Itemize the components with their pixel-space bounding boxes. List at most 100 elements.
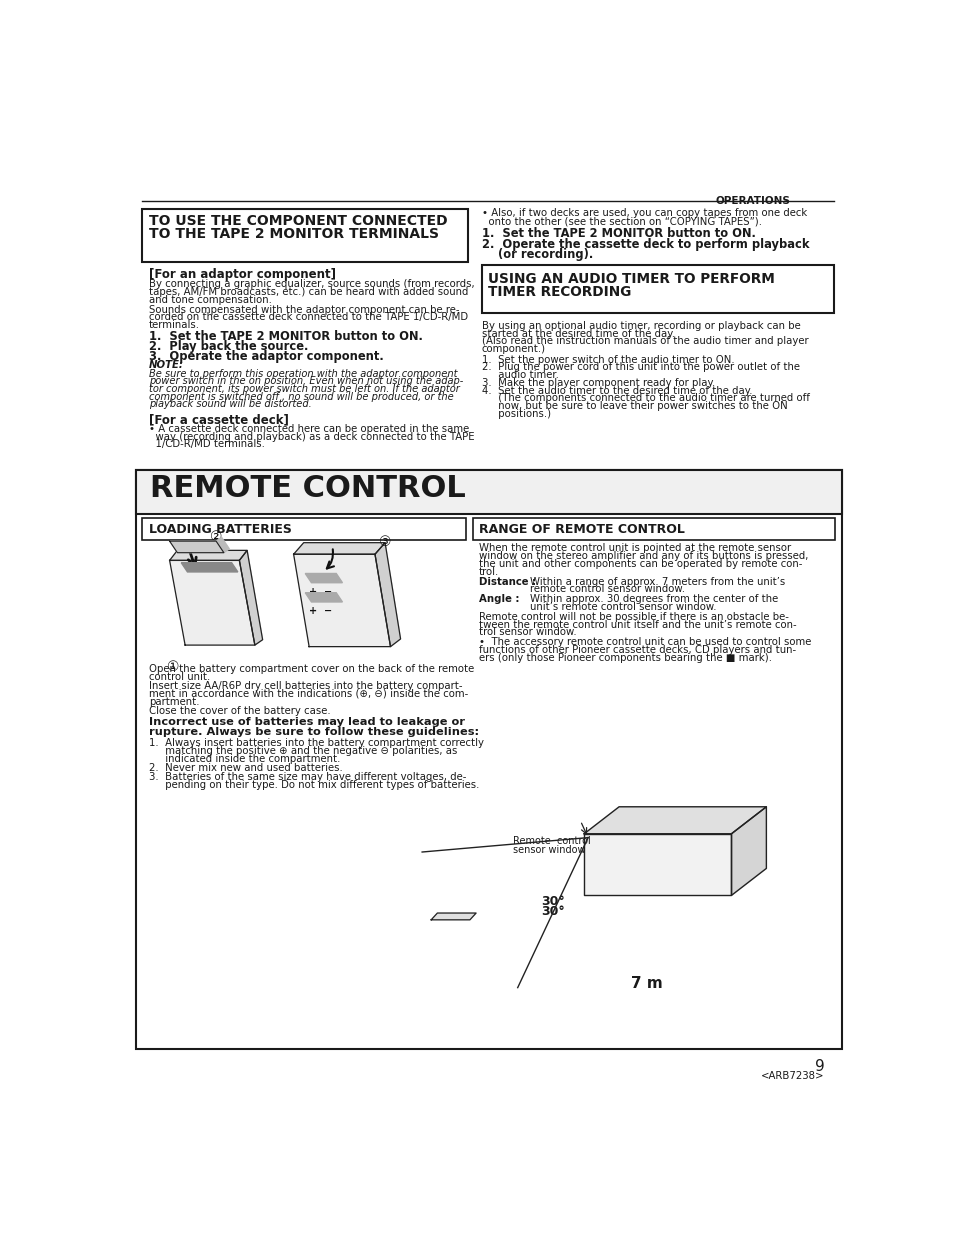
- Text: +: +: [309, 588, 316, 597]
- Text: 1.  Always insert batteries into the battery compartment correctly: 1. Always insert batteries into the batt…: [149, 738, 483, 748]
- Text: RANGE OF REMOTE CONTROL: RANGE OF REMOTE CONTROL: [478, 523, 684, 536]
- Text: Angle :: Angle :: [478, 594, 518, 604]
- Text: 1.  Set the TAPE 2 MONITOR button to ON.: 1. Set the TAPE 2 MONITOR button to ON.: [481, 226, 755, 240]
- Text: • Also, if two decks are used, you can copy tapes from one deck: • Also, if two decks are used, you can c…: [481, 209, 806, 219]
- Polygon shape: [375, 543, 400, 647]
- Text: component.): component.): [481, 344, 545, 354]
- Text: pending on their type. Do not mix different types of batteries.: pending on their type. Do not mix differ…: [149, 779, 478, 790]
- Text: −: −: [324, 606, 333, 616]
- Polygon shape: [583, 834, 731, 896]
- Text: Within a range of approx. 7 meters from the unit’s: Within a range of approx. 7 meters from …: [530, 576, 784, 586]
- Text: [For an adaptor component]: [For an adaptor component]: [149, 267, 335, 281]
- Bar: [136, 470, 841, 1049]
- Text: remote control sensor window.: remote control sensor window.: [530, 584, 684, 594]
- Text: 2.  Never mix new and used batteries.: 2. Never mix new and used batteries.: [149, 763, 342, 773]
- Text: trol sensor window.: trol sensor window.: [478, 627, 576, 637]
- Text: 1.  Set the TAPE 2 MONITOR button to ON.: 1. Set the TAPE 2 MONITOR button to ON.: [149, 330, 422, 343]
- Text: ①: ①: [167, 661, 179, 674]
- Text: Be sure to perform this operation with the adaptor component: Be sure to perform this operation with t…: [149, 369, 456, 379]
- Text: USING AN AUDIO TIMER TO PERFORM: USING AN AUDIO TIMER TO PERFORM: [488, 272, 774, 286]
- Text: ③: ③: [378, 534, 391, 549]
- Text: playback sound will be distorted.: playback sound will be distorted.: [149, 400, 311, 409]
- Text: control unit.: control unit.: [149, 672, 210, 682]
- Text: matching the positive ⊕ and the negative ⊖ polarities, as: matching the positive ⊕ and the negative…: [149, 746, 456, 756]
- Bar: [472, 518, 835, 539]
- Text: LOADING BATTERIES: LOADING BATTERIES: [149, 523, 292, 536]
- Text: ment in accordance with the indications (⊕, ⊖) inside the com-: ment in accordance with the indications …: [149, 689, 468, 699]
- Text: way (recording and playback) as a deck connected to the TAPE: way (recording and playback) as a deck c…: [149, 432, 474, 442]
- Text: rupture. Always be sure to follow these guidelines:: rupture. Always be sure to follow these …: [149, 726, 478, 737]
- Text: Distance :: Distance :: [478, 576, 536, 586]
- Text: sensor window: sensor window: [513, 845, 585, 855]
- Text: trol.: trol.: [478, 567, 498, 576]
- Text: Open the battery compartment cover on the back of the remote: Open the battery compartment cover on th…: [149, 664, 474, 674]
- Text: ers (only those Pioneer components bearing the ■ mark).: ers (only those Pioneer components beari…: [478, 653, 771, 663]
- Polygon shape: [305, 593, 342, 602]
- Text: TO THE TAPE 2 MONITOR TERMINALS: TO THE TAPE 2 MONITOR TERMINALS: [149, 226, 438, 241]
- Polygon shape: [170, 541, 224, 553]
- Text: now, but be sure to leave their power switches to the ON: now, but be sure to leave their power sw…: [481, 401, 787, 411]
- Text: tapes, AM/FM broadcasts, etc.) can be heard with added sound: tapes, AM/FM broadcasts, etc.) can be he…: [149, 287, 468, 297]
- Text: positions.): positions.): [481, 408, 551, 418]
- Polygon shape: [239, 550, 262, 644]
- Text: TO USE THE COMPONENT CONNECTED: TO USE THE COMPONENT CONNECTED: [149, 214, 447, 228]
- Text: −: −: [324, 588, 333, 597]
- Text: Incorrect use of batteries may lead to leakage or: Incorrect use of batteries may lead to l…: [149, 717, 464, 727]
- Text: (or recording).: (or recording).: [481, 247, 593, 261]
- Text: indicated inside the compartment.: indicated inside the compartment.: [149, 753, 339, 763]
- Text: window on the stereo amplifier and any of its buttons is pressed,: window on the stereo amplifier and any o…: [478, 552, 807, 562]
- Text: the unit and other components can be operated by remote con-: the unit and other components can be ope…: [478, 559, 801, 569]
- Text: Close the cover of the battery case.: Close the cover of the battery case.: [149, 706, 330, 716]
- Text: functions of other Pioneer cassette decks, CD players and tun-: functions of other Pioneer cassette deck…: [478, 644, 795, 656]
- Text: Remote  control: Remote control: [513, 836, 590, 846]
- Text: partment.: partment.: [149, 696, 199, 706]
- Polygon shape: [305, 574, 342, 583]
- Text: 3.  Operate the adaptor component.: 3. Operate the adaptor component.: [149, 350, 383, 364]
- Text: started at the desired time of the day.: started at the desired time of the day.: [481, 329, 674, 339]
- Text: 2.  Play back the source.: 2. Play back the source.: [149, 340, 308, 354]
- Bar: [142, 209, 468, 262]
- Text: 3.  Make the player component ready for play.: 3. Make the player component ready for p…: [481, 377, 715, 388]
- Polygon shape: [181, 563, 237, 571]
- Text: 2.  Plug the power cord of this unit into the power outlet of the: 2. Plug the power cord of this unit into…: [481, 362, 800, 372]
- Polygon shape: [170, 560, 254, 644]
- Text: 7 m: 7 m: [630, 976, 661, 991]
- Polygon shape: [294, 554, 390, 647]
- Text: NOTE:: NOTE:: [149, 360, 183, 370]
- Text: tor component, its power switch must be left on. If the adaptor: tor component, its power switch must be …: [149, 383, 459, 395]
- Text: (Also read the instruction manuals of the audio timer and player: (Also read the instruction manuals of th…: [481, 336, 808, 346]
- Polygon shape: [583, 807, 765, 834]
- Text: TIMER RECORDING: TIMER RECORDING: [488, 285, 631, 298]
- Text: 4.  Set the audio timer to the desired time of the day.: 4. Set the audio timer to the desired ti…: [481, 386, 752, 396]
- Text: <ARB7238>: <ARB7238>: [760, 1071, 823, 1081]
- Text: audio timer.: audio timer.: [481, 370, 558, 380]
- Text: onto the other (see the section on “COPYING TAPES”).: onto the other (see the section on “COPY…: [481, 216, 761, 226]
- Polygon shape: [170, 550, 247, 560]
- Text: 30°: 30°: [541, 905, 565, 918]
- Text: 1.  Set the power switch of the audio timer to ON.: 1. Set the power switch of the audio tim…: [481, 355, 734, 365]
- Text: When the remote control unit is pointed at the remote sensor: When the remote control unit is pointed …: [478, 543, 790, 553]
- Text: 3.  Batteries of the same size may have different voltages, de-: 3. Batteries of the same size may have d…: [149, 772, 466, 782]
- Polygon shape: [731, 807, 765, 896]
- Text: terminals.: terminals.: [149, 320, 199, 330]
- Text: corded on the cassette deck connected to the TAPE 1/CD-R/MD: corded on the cassette deck connected to…: [149, 313, 467, 323]
- Bar: [142, 518, 466, 539]
- Text: +: +: [309, 606, 316, 616]
- Text: •  The accessory remote control unit can be used to control some: • The accessory remote control unit can …: [478, 637, 810, 647]
- Text: 30°: 30°: [541, 896, 565, 908]
- Polygon shape: [431, 913, 476, 920]
- Text: Sounds compensated with the adaptor component can be re-: Sounds compensated with the adaptor comp…: [149, 304, 458, 314]
- Text: power switch in the on position. Even when not using the adap-: power switch in the on position. Even wh…: [149, 376, 462, 386]
- Text: REMOTE CONTROL: REMOTE CONTROL: [150, 474, 465, 503]
- Text: and tone compensation.: and tone compensation.: [149, 294, 272, 304]
- Polygon shape: [294, 543, 385, 554]
- Text: tween the remote control unit itself and the unit’s remote con-: tween the remote control unit itself and…: [478, 620, 796, 630]
- Text: By connecting a graphic equalizer, source sounds (from records,: By connecting a graphic equalizer, sourc…: [149, 280, 474, 289]
- Text: • A cassette deck connected here can be operated in the same: • A cassette deck connected here can be …: [149, 424, 469, 434]
- Text: component is switched off , no sound will be produced, or the: component is switched off , no sound wil…: [149, 392, 453, 402]
- Text: Insert size AA/R6P dry cell batteries into the battery compart-: Insert size AA/R6P dry cell batteries in…: [149, 682, 461, 691]
- Text: unit’s remote control sensor window.: unit’s remote control sensor window.: [530, 602, 716, 612]
- Text: 1/CD-R/MD terminals.: 1/CD-R/MD terminals.: [149, 439, 264, 449]
- Text: 9: 9: [814, 1059, 823, 1075]
- Text: Within approx. 30 degrees from the center of the: Within approx. 30 degrees from the cente…: [530, 594, 778, 604]
